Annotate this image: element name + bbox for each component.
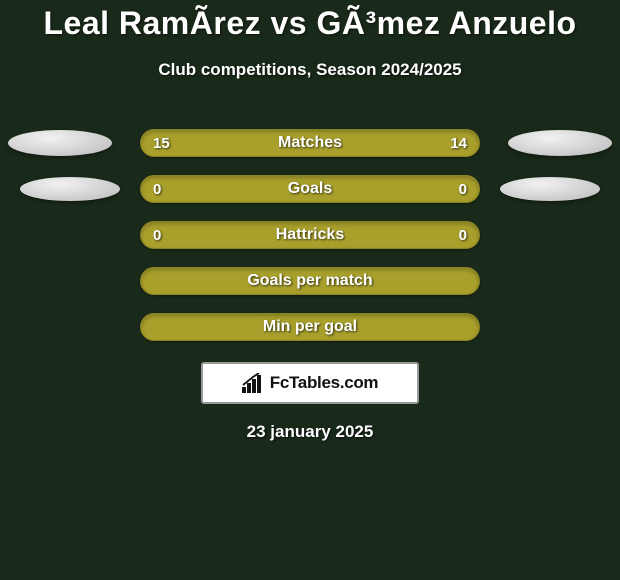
stat-row: 0 Goals 0 (0, 166, 620, 212)
chart-icon (242, 373, 264, 393)
stat-bar: 0 Goals 0 (140, 175, 480, 203)
stat-row: Min per goal (0, 304, 620, 350)
ellipse-right (500, 177, 600, 201)
page-title: Leal RamÃ­rez vs GÃ³mez Anzuelo (0, 5, 620, 42)
stat-value-left: 0 (153, 227, 161, 244)
stat-value-left: 15 (153, 135, 170, 152)
stat-value-left: 0 (153, 181, 161, 198)
ellipse-right (508, 130, 612, 156)
stat-label: Matches (278, 134, 342, 152)
stat-bar: Min per goal (140, 313, 480, 341)
stat-row: Goals per match (0, 258, 620, 304)
stat-label: Goals per match (247, 272, 372, 290)
comparison-card: Leal RamÃ­rez vs GÃ³mez Anzuelo Club com… (0, 0, 620, 442)
stat-value-right: 0 (459, 181, 467, 198)
stat-value-right: 0 (459, 227, 467, 244)
date-text: 23 january 2025 (0, 422, 620, 442)
stat-row: 0 Hattricks 0 (0, 212, 620, 258)
stat-bar: 0 Hattricks 0 (140, 221, 480, 249)
stat-row: 15 Matches 14 (0, 120, 620, 166)
subtitle: Club competitions, Season 2024/2025 (0, 60, 620, 80)
stat-bar: Goals per match (140, 267, 480, 295)
stat-bar: 15 Matches 14 (140, 129, 480, 157)
ellipse-left (20, 177, 120, 201)
stat-value-right: 14 (450, 135, 467, 152)
stat-label: Hattricks (276, 226, 344, 244)
ellipse-left (8, 130, 112, 156)
stats-list: 15 Matches 14 0 Goals 0 0 Hattricks 0 Goals per m… (0, 120, 620, 350)
stat-label: Min per goal (263, 318, 357, 336)
stat-label: Goals (288, 180, 332, 198)
source-logo: FcTables.com (201, 362, 419, 404)
logo-text: FcTables.com (270, 373, 379, 393)
